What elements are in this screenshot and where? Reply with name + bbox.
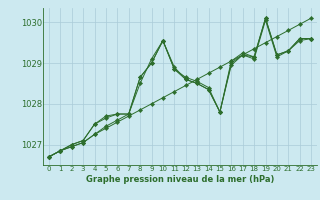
- X-axis label: Graphe pression niveau de la mer (hPa): Graphe pression niveau de la mer (hPa): [86, 175, 274, 184]
